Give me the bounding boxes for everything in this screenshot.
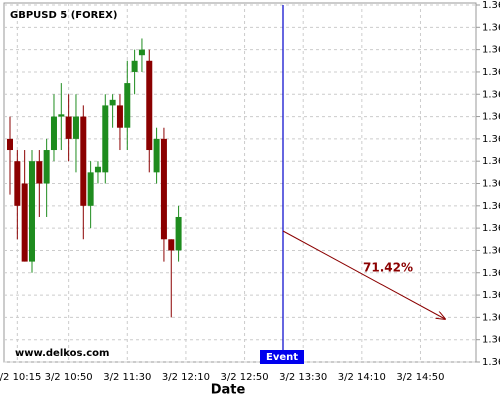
event-box xyxy=(260,350,304,364)
x-tick-label: 3/2 12:50 xyxy=(221,372,269,383)
candle-body xyxy=(87,172,94,206)
candle-body xyxy=(28,161,35,262)
x-axis-label: Date xyxy=(211,383,246,398)
candle-body xyxy=(94,166,101,173)
y-tick-label: 1.3633 xyxy=(482,201,500,212)
y-tick-label: 1.3627 xyxy=(482,268,500,279)
y-tick-label: 1.3645 xyxy=(482,67,500,78)
candle-body xyxy=(21,183,28,262)
x-tick-label: 3/2 14:10 xyxy=(338,372,386,383)
watermark: www.delkos.com xyxy=(15,348,109,359)
candle-body xyxy=(131,60,138,72)
candle-body xyxy=(36,161,43,184)
y-tick-label: 1.3637 xyxy=(482,156,500,167)
prediction-label: 71.42% xyxy=(363,261,413,275)
y-tick-label: 1.3625 xyxy=(482,290,500,301)
prediction-arrow xyxy=(282,230,445,319)
y-tick-label: 1.3649 xyxy=(482,22,500,33)
x-tick-label: 3/2 10:50 xyxy=(45,372,93,383)
x-tick-label: 3/2 11:30 xyxy=(103,372,151,383)
candle-body xyxy=(102,105,109,173)
y-tick-label: 1.3643 xyxy=(482,89,500,100)
candle-body xyxy=(109,99,116,106)
chart-title: GBPUSD 5 (FOREX) xyxy=(10,10,117,21)
y-tick-label: 1.3621 xyxy=(482,335,500,346)
candle-body xyxy=(7,138,13,151)
candle-body xyxy=(138,49,145,56)
candle-body xyxy=(116,105,123,128)
y-tick-label: 1.3631 xyxy=(482,223,500,234)
x-tick-label: 3/2 10:15 xyxy=(0,372,41,383)
candle-body xyxy=(14,161,21,206)
y-tick-label: 1.3619 xyxy=(482,357,500,368)
candle-body xyxy=(58,114,65,117)
y-tick-label: 1.3651 xyxy=(482,0,500,11)
candle-body xyxy=(160,138,167,240)
x-tick-label: 3/2 14:50 xyxy=(396,372,444,383)
x-tick-label: 3/2 13:30 xyxy=(279,372,327,383)
candle-body xyxy=(124,83,131,128)
x-tick-label: 3/2 12:10 xyxy=(162,372,210,383)
candle-body xyxy=(65,116,72,139)
y-tick-label: 1.3623 xyxy=(482,312,500,323)
y-tick-label: 1.3641 xyxy=(482,112,500,123)
candle-body xyxy=(72,116,79,139)
candle-body xyxy=(50,116,57,151)
candle-body xyxy=(153,138,160,173)
event-label: Event xyxy=(266,352,298,363)
y-tick-label: 1.3639 xyxy=(482,134,500,145)
candle-body xyxy=(175,216,182,251)
candle-body xyxy=(43,150,50,184)
plot-frame xyxy=(3,2,477,363)
y-tick-label: 1.3647 xyxy=(482,45,500,56)
y-tick-label: 1.3629 xyxy=(482,245,500,256)
candle-body xyxy=(80,116,87,206)
y-tick-label: 1.3635 xyxy=(482,179,500,190)
candle-body xyxy=(146,60,153,151)
candle-body xyxy=(168,239,175,251)
